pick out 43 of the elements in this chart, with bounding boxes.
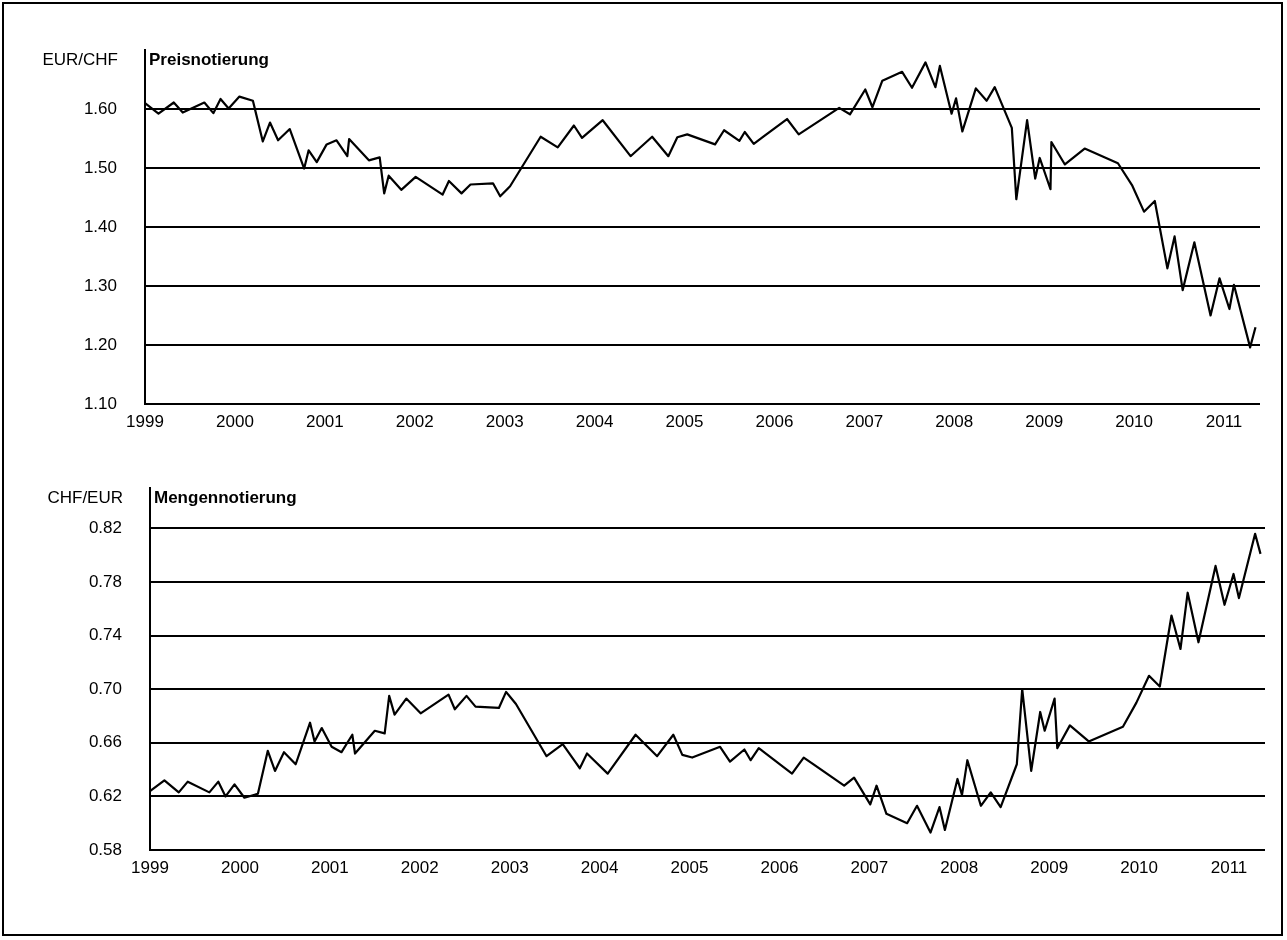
- x-tick-label: 2003: [485, 411, 524, 431]
- x-tick-label: 2009: [1025, 411, 1064, 431]
- x-tick-label: 2005: [670, 857, 709, 877]
- x-tick-label: 1999: [131, 857, 169, 877]
- chart-title: Mengennotierung: [154, 487, 297, 507]
- y-tick-label: 0.58: [88, 839, 122, 859]
- y-axis-title: EUR/CHF: [42, 49, 118, 69]
- x-tick-label: 2002: [400, 857, 439, 877]
- y-tick-label: 0.74: [88, 625, 122, 645]
- x-tick-label: 2008: [935, 411, 974, 431]
- y-tick-label: 1.20: [83, 334, 117, 354]
- x-tick-label: 2001: [305, 411, 344, 431]
- x-tick-label: 1999: [126, 411, 164, 431]
- x-tick-label: 2004: [580, 857, 619, 877]
- y-tick-label: 1.60: [83, 98, 117, 118]
- x-tick-label: 2004: [575, 411, 614, 431]
- y-tick-label: 1.10: [83, 393, 117, 413]
- y-tick-label: 0.70: [88, 678, 122, 698]
- x-tick-label: 2010: [1120, 857, 1159, 877]
- x-tick-label: 2000: [221, 857, 259, 877]
- x-tick-label: 2009: [1030, 857, 1069, 877]
- x-tick-label: 2005: [665, 411, 704, 431]
- y-tick-label: 1.40: [83, 216, 117, 236]
- x-tick-label: 2003: [490, 857, 529, 877]
- y-axis-title: CHF/EUR: [47, 487, 123, 507]
- x-tick-label: 2000: [216, 411, 254, 431]
- y-tick-label: 0.78: [88, 571, 122, 591]
- y-tick-label: 0.66: [88, 732, 122, 752]
- x-tick-label: 2001: [310, 857, 349, 877]
- y-tick-label: 0.62: [88, 786, 122, 806]
- x-tick-label: 2011: [1210, 857, 1248, 877]
- x-tick-label: 2007: [845, 411, 884, 431]
- x-tick-label: 2006: [755, 411, 794, 431]
- x-tick-label: 2011: [1205, 411, 1243, 431]
- x-tick-label: 2007: [850, 857, 889, 877]
- x-tick-label: 2010: [1115, 411, 1154, 431]
- y-tick-label: 0.82: [88, 518, 122, 538]
- x-tick-label: 2006: [760, 857, 799, 877]
- x-tick-label: 2002: [395, 411, 434, 431]
- chart-title: Preisnotierung: [149, 49, 269, 69]
- y-tick-label: 1.30: [83, 275, 117, 295]
- x-tick-label: 2008: [940, 857, 979, 877]
- y-tick-label: 1.50: [83, 157, 117, 177]
